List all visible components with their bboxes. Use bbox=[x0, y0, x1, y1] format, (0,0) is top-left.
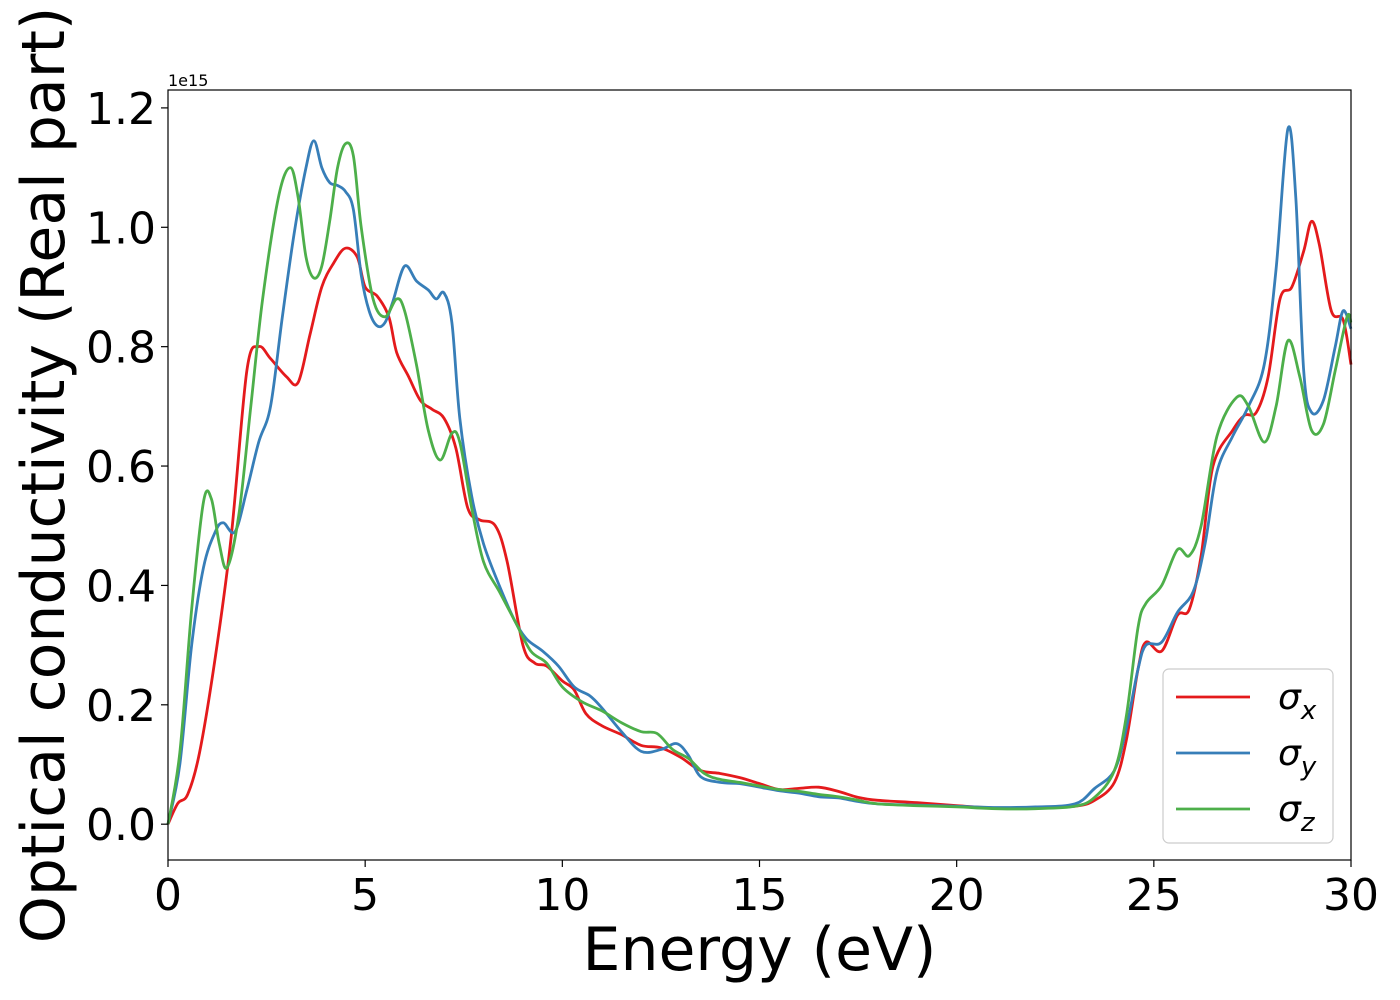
x-tick-label: 25 bbox=[1126, 870, 1182, 921]
y-tick-label: 0.8 bbox=[86, 323, 156, 374]
series-layer bbox=[166, 125, 1353, 825]
y-tick-label: 1.0 bbox=[86, 203, 156, 254]
x-tick-label: 15 bbox=[732, 870, 788, 921]
y-tick-label: 0.6 bbox=[86, 442, 156, 493]
y-axis: 0.0 0.2 0.4 0.6 0.8 1.0 1.2 bbox=[86, 84, 168, 851]
legend-label-y: σy bbox=[1278, 733, 1317, 782]
legend-box bbox=[1162, 668, 1334, 844]
series-line-x bbox=[166, 219, 1353, 825]
y-offset-text: 1e15 bbox=[168, 71, 208, 90]
legend-label-x: σx bbox=[1278, 677, 1317, 726]
x-tick-label: 5 bbox=[351, 870, 379, 921]
legend-label-z: σz bbox=[1278, 789, 1316, 838]
y-tick-label: 1.2 bbox=[86, 84, 156, 135]
x-tick-label: 0 bbox=[154, 870, 182, 921]
legend: σx σy σz bbox=[1162, 668, 1334, 844]
x-tick-label: 10 bbox=[534, 870, 590, 921]
y-axis-label: Optical conductivity (Real part) bbox=[9, 7, 79, 944]
series-line-y bbox=[166, 125, 1353, 825]
y-tick-label: 0.0 bbox=[86, 800, 156, 851]
plot-background bbox=[168, 90, 1351, 860]
x-axis-label: Energy (eV) bbox=[583, 915, 937, 985]
y-tick-label: 0.2 bbox=[86, 681, 156, 732]
x-axis: 0 5 10 15 20 25 30 bbox=[154, 860, 1379, 921]
y-tick-label: 0.4 bbox=[86, 561, 156, 612]
x-tick-label: 20 bbox=[929, 870, 985, 921]
x-tick-label: 30 bbox=[1323, 870, 1379, 921]
series-line-z bbox=[166, 141, 1353, 825]
